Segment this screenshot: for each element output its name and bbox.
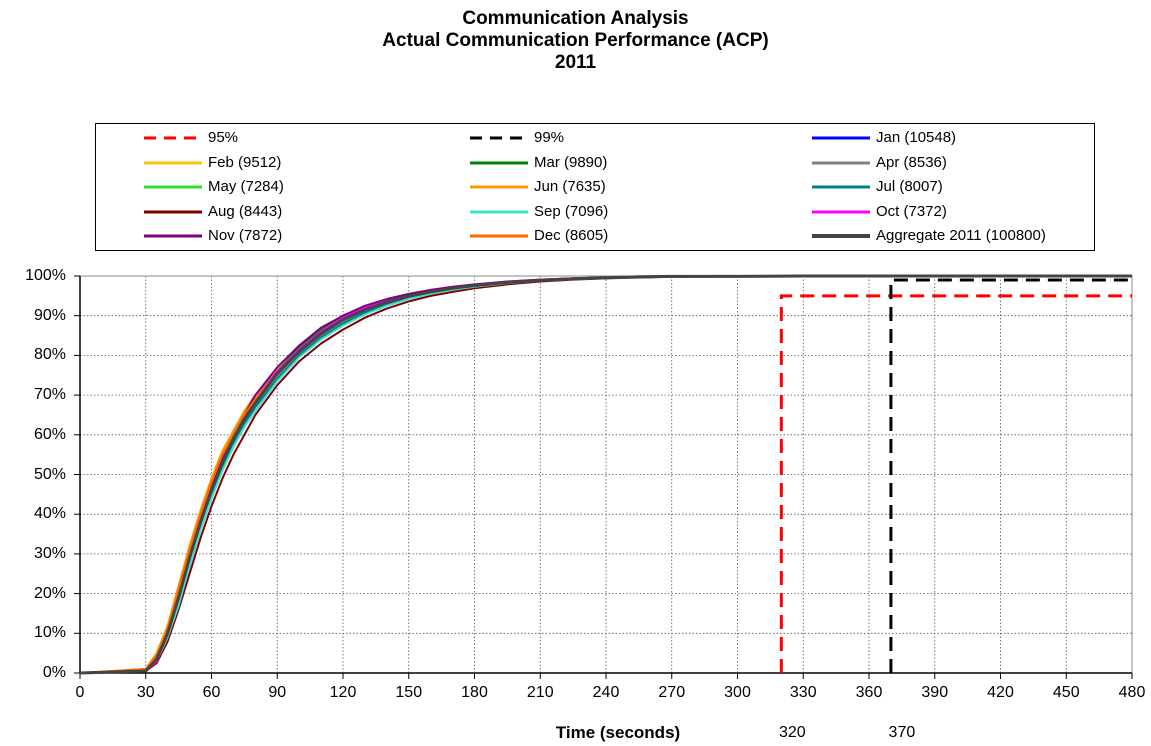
x-tick-label: 90 (268, 684, 287, 701)
legend-swatch (812, 210, 870, 213)
legend-swatch (144, 136, 202, 140)
legend-swatch (470, 210, 528, 213)
legend-swatch (470, 234, 528, 238)
legend-label: Jun (7635) (534, 178, 606, 195)
y-tick-label: 40% (33, 505, 66, 523)
legend-label: Aggregate 2011 (100800) (876, 227, 1046, 244)
y-tick-label: 80% (33, 346, 66, 364)
x-axis-title: Time (seconds) (555, 723, 681, 742)
chart-year: 2011 (554, 52, 597, 73)
legend-swatch (812, 136, 870, 140)
x-tick-label: 240 (592, 684, 620, 701)
series-line-aggregate (79, 274, 1132, 675)
gridlines (79, 275, 1133, 674)
legend-label: 99% (534, 129, 565, 146)
legend-swatch (144, 234, 202, 238)
y-tick-label: 50% (33, 465, 66, 483)
legend-label: Nov (7872) (208, 227, 283, 244)
x-tick-label: 270 (658, 684, 686, 701)
chart-legend: 95% 99% Jan (10548) Feb (9512) Mar (9890) Apr… (95, 123, 1095, 251)
y-tick-label: 100% (25, 267, 66, 284)
legend-label: Jan (10548) (876, 129, 957, 146)
legend-label: Apr (8536) (876, 153, 947, 171)
legend-swatch (144, 185, 202, 189)
y-tick-label: 70% (33, 386, 66, 404)
y-tick-label: 60% (33, 425, 66, 443)
legend-label: Feb (9512) (208, 153, 282, 171)
y-tick-label: 20% (33, 584, 66, 602)
legend-label: Dec (8605) (534, 227, 609, 244)
x-tick-label: 60 (202, 684, 221, 701)
legend-swatch (144, 161, 202, 164)
x-tick-label: 480 (1118, 684, 1146, 701)
legend-swatch (470, 161, 528, 164)
legend-label: May (7284) (208, 178, 284, 195)
y-tick-label: 90% (33, 306, 66, 324)
chart-subtitle: Actual Communication Performance (ACP) (382, 30, 769, 51)
y-tick-label: 10% (33, 624, 66, 642)
legend-swatch (812, 161, 870, 164)
x-tick-label: 180 (461, 684, 488, 701)
threshold-x-label: 320 (778, 724, 806, 741)
legend-swatch (812, 185, 870, 189)
legend-label: Mar (9890) (534, 153, 608, 171)
legend-label: Sep (7096) (534, 202, 609, 220)
legend-label: Oct (7372) (876, 202, 947, 220)
x-tick-label: 390 (921, 684, 949, 701)
legend-label: Jul (8007) (876, 178, 943, 195)
threshold-x-label: 370 (888, 724, 916, 741)
x-tick-label: 360 (855, 684, 883, 701)
legend-label: Aug (8443) (208, 202, 283, 220)
x-tick-label: 420 (987, 684, 1014, 701)
x-tick-label: 0 (75, 684, 85, 701)
x-tick-label: 30 (136, 684, 155, 701)
threshold-line-95pct (779, 294, 1132, 673)
x-tick-label: 300 (724, 684, 751, 701)
x-tick-label: 330 (789, 684, 817, 701)
threshold-line-99pct (889, 278, 1132, 673)
legend-swatch (470, 136, 528, 140)
legend-swatch (144, 210, 202, 213)
x-tick-label: 450 (1052, 684, 1080, 701)
x-tick-label: 120 (329, 684, 357, 701)
chart-title: Communication Analysis (462, 8, 689, 29)
y-tick-label: 30% (33, 544, 66, 562)
legend-swatch (812, 234, 870, 238)
legend-swatch (470, 185, 528, 189)
x-tick-label: 210 (526, 684, 554, 701)
y-tick-label: 0% (42, 664, 66, 681)
x-tick-label: 150 (395, 684, 423, 701)
legend-label: 95% (208, 129, 239, 146)
